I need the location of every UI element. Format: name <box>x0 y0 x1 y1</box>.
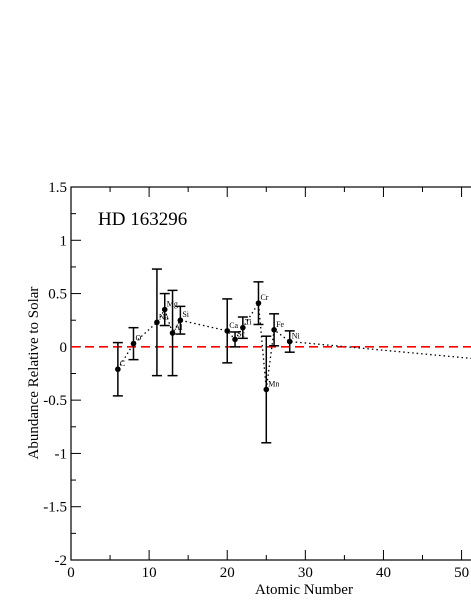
data-point-al: Al <box>167 289 184 377</box>
data-point-sc: Sc <box>230 329 245 348</box>
x-tick-label: 40 <box>376 565 391 581</box>
element-label: Ca <box>229 321 238 330</box>
element-label: Fe <box>276 320 284 329</box>
marker <box>271 327 277 333</box>
data-points: CONaMgAlSiCaScTiCrMnFeNi <box>112 268 301 444</box>
data-point-ti: Ti <box>237 316 253 340</box>
marker <box>130 340 137 347</box>
element-label: Ni <box>292 332 301 341</box>
marker <box>240 324 246 331</box>
marker <box>286 338 293 345</box>
data-point-o: O <box>128 326 141 361</box>
plot-frame <box>70 186 471 561</box>
data-point-na: Na <box>151 268 169 377</box>
data-point-c: C <box>112 341 125 397</box>
data-point-cr: Cr <box>253 281 269 326</box>
data-point-ca: Ca <box>222 298 239 364</box>
data-point-mn: Mn <box>261 335 279 444</box>
x-tick-label: 50 <box>454 565 469 581</box>
element-label: Na <box>159 312 169 321</box>
marker <box>255 300 262 306</box>
element-label: Mn <box>268 379 279 388</box>
y-tick-label: 1.5 <box>48 180 67 196</box>
y-axis-label: Abundance Relative to Solar <box>26 287 42 460</box>
marker <box>154 319 160 326</box>
data-point-fe: Fe <box>269 313 285 347</box>
element-label: Al <box>175 323 184 332</box>
x-tick-label: 10 <box>142 565 157 581</box>
y-tick-label: 1 <box>60 233 68 249</box>
marker <box>169 330 176 336</box>
axes-frame <box>70 186 471 561</box>
star-name-annotation: HD 163296 <box>98 209 187 230</box>
element-label: O <box>135 334 141 343</box>
x-axis-label: Atomic Number <box>255 582 353 598</box>
x-tick-label: 30 <box>298 565 313 581</box>
x-tick-label: 0 <box>67 565 75 581</box>
y-tick-label: -2 <box>55 553 68 569</box>
y-tick-label: 0 <box>60 340 68 356</box>
element-label: Cr <box>260 293 268 302</box>
marker <box>232 336 238 343</box>
data-point-si: Si <box>175 305 190 335</box>
element-label: Si <box>182 310 189 319</box>
y-tick-label: 0.5 <box>48 287 67 303</box>
data-point-ni: Ni <box>284 330 301 353</box>
axis-tick-labels: 0 10 20 30 40 50 -2 -1.5 -1 -0.5 0 0.5 1 1.5 <box>43 180 469 581</box>
marker <box>177 317 184 324</box>
x-tick-label: 20 <box>220 565 235 581</box>
element-label: Ti <box>245 318 253 327</box>
y-tick-label: -1.5 <box>43 500 67 516</box>
marker <box>263 386 270 393</box>
marker <box>161 306 168 313</box>
y-tick-label: -0.5 <box>43 393 67 409</box>
marker <box>224 328 231 334</box>
y-tick-label: -1 <box>55 446 68 462</box>
marker <box>115 366 121 373</box>
element-label: C <box>120 359 125 368</box>
element-label: Sc <box>237 329 245 338</box>
